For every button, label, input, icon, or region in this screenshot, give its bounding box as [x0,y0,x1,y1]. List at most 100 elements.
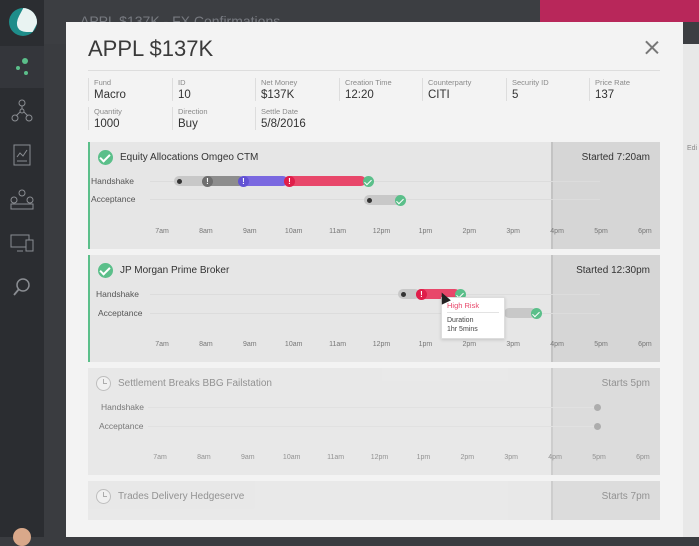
scheduled-dot [594,423,601,430]
sidebar-item-team[interactable] [0,178,44,220]
time-tick-label: 3pm [506,341,520,348]
field-value: CITI [428,89,450,101]
sidebar-item-monitor[interactable] [0,222,44,264]
risk-tooltip: High Risk Duration 1hr 5mins [441,297,505,339]
check-icon [98,263,113,278]
handshake-segment-normal[interactable] [204,176,244,186]
field-value: Buy [178,118,198,130]
time-tick-label: 9am [242,341,257,348]
handshake-segment-idle[interactable] [398,289,420,299]
time-tick-label: 8am [197,454,211,461]
start-dot [401,292,406,297]
background-edit-tag[interactable]: Edi [687,145,698,152]
time-tick-label: 5pm [594,228,608,235]
tooltip-risk-level: High Risk [447,301,480,310]
field-value: 12:20 [345,89,374,101]
time-tick-label: 1pm [418,341,433,348]
section-title: Trades Delivery Hedgeserve [118,491,245,502]
warning-icon[interactable]: ! [284,176,295,187]
report-chart-icon [13,144,31,166]
field-value: 137 [595,89,615,101]
workflow-nodes-icon [11,99,33,122]
field-quantity: Quantity 1000 [88,107,122,130]
acceptance-track [148,426,598,427]
acceptance-segment-idle[interactable] [364,195,404,205]
search-icon [13,278,30,296]
time-tick-label: 4pm [548,454,562,461]
time-tick-label: 8am [199,228,213,235]
time-tick-label: 10am [282,454,301,461]
time-tick-label: 1pm [418,228,433,235]
handshake-segment-medium-risk[interactable] [240,176,288,186]
start-dot [177,179,182,184]
close-button[interactable] [640,36,664,60]
time-tick-label: 12pm [372,341,391,348]
field-label: Fund [94,78,112,87]
sidebar-item-search[interactable] [0,266,44,308]
field-fund: Fund Macro [88,78,126,101]
tooltip-duration-value: 1hr 5mins [447,326,478,333]
warning-icon[interactable]: ! [238,176,249,187]
background-panel: Edi [683,44,699,537]
monitor-icon [10,234,34,252]
field-net-money: Net Money $137K [255,78,297,101]
section-equity-allocations[interactable]: Equity Allocations Omgeo CTM Started 7:2… [88,142,660,249]
future-time-shade [551,142,660,249]
row-label-handshake: Handshake [96,289,140,299]
warning-icon[interactable]: ! [416,289,427,300]
app-logo[interactable] [9,8,37,36]
warning-icon[interactable]: ! [202,176,213,187]
trade-detail-modal: APPL $137K Fund Macro ID 10 Net Money $137K Cr… [66,22,683,537]
user-avatar[interactable] [13,528,31,546]
time-tick-label: 2pm [462,228,477,235]
time-tick-label: 11am [327,454,345,461]
time-tick-label: 5pm [592,454,606,461]
section-start-time: Starts 5pm [601,378,650,389]
time-tick-label: 2pm [460,454,475,461]
section-jp-morgan-prime-broker[interactable]: JP Morgan Prime Broker Started 12:30pm H… [88,255,660,362]
field-value: 5/8/2016 [261,118,306,130]
time-tick-label: 11am [329,228,347,235]
background-alert-banner [540,0,699,22]
field-label: Settle Date [261,107,299,116]
handshake-segment-high-risk[interactable] [284,176,366,186]
time-tick-label: 6pm [638,341,652,348]
check-icon [531,308,542,319]
handshake-segment-high-risk[interactable] [416,289,460,299]
field-creation-time: Creation Time 12:20 [339,78,392,101]
clock-icon [96,489,111,504]
future-time-shade [551,368,660,475]
field-label: Security ID [512,78,549,87]
time-tick-label: 10am [284,341,303,348]
time-tick-label: 2pm [462,341,477,348]
field-security-id: Security ID 5 [506,78,549,101]
field-direction: Direction Buy [172,107,208,130]
section-settlement-breaks[interactable]: Settlement Breaks BBG Failstation Starts… [88,368,660,475]
sidebar-item-dashboard[interactable] [0,46,44,88]
check-icon [98,150,113,165]
time-tick-label: 7am [155,341,169,348]
app-sidebar [0,0,44,546]
time-tick-label: 3pm [504,454,518,461]
sidebar-item-reports[interactable] [0,134,44,176]
team-icon [10,189,34,210]
divider [447,312,499,313]
section-title: JP Morgan Prime Broker [120,265,230,276]
acceptance-segment-idle[interactable] [504,308,536,318]
sidebar-item-workflows[interactable] [0,90,44,132]
time-tick-label: 9am [242,228,257,235]
section-start-time: Started 12:30pm [576,265,650,276]
time-tick-label: 4pm [550,341,564,348]
row-label-handshake: Handshake [91,176,135,186]
field-price-rate: Price Rate 137 [589,78,630,101]
handshake-track [148,407,598,408]
handshake-track [150,294,600,295]
section-trades-delivery[interactable]: Trades Delivery Hedgeserve Starts 7pm [88,481,660,520]
future-time-shade [551,255,660,362]
tooltip-duration-label: Duration [447,317,474,324]
row-label-acceptance: Acceptance [91,194,136,204]
handshake-segment-idle[interactable] [174,176,210,186]
time-tick-label: 8am [199,341,213,348]
field-settle-date: Settle Date 5/8/2016 [255,107,306,130]
field-label: Creation Time [345,78,392,87]
